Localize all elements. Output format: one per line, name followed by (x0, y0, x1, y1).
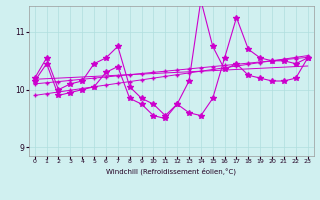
X-axis label: Windchill (Refroidissement éolien,°C): Windchill (Refroidissement éolien,°C) (106, 167, 236, 175)
